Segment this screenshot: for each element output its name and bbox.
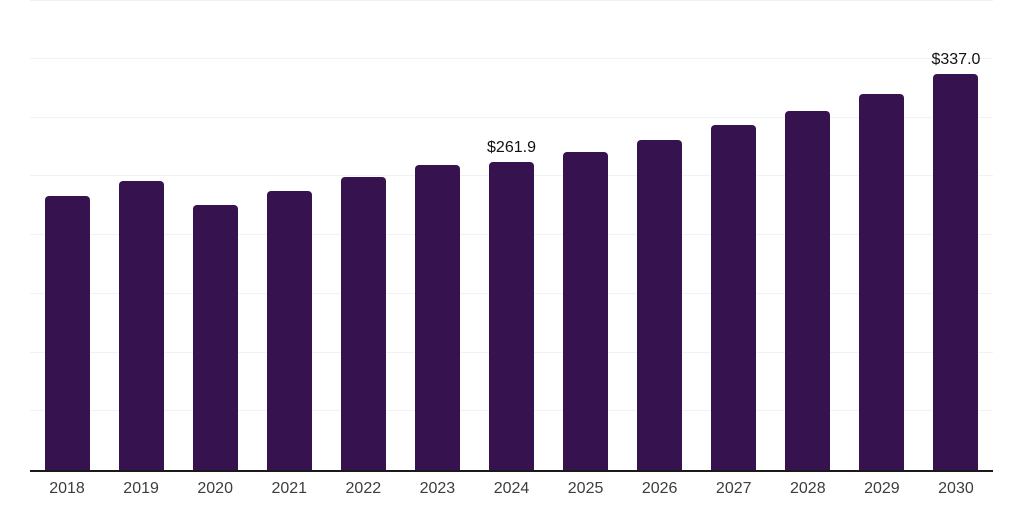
x-tick-2028: 2028 [790,480,826,497]
bar-2021 [266,190,312,470]
data-label-2030: $337.0 [931,51,981,69]
bar-2027 [711,124,757,470]
x-tick-2027: 2027 [715,480,752,497]
x-tick-2018: 2018 [49,480,85,497]
bar-2020 [192,204,238,470]
gridline [30,116,993,118]
bar-2022 [340,177,386,470]
x-tick-2023: 2023 [419,480,456,497]
data-label-2024: $261.9 [487,139,536,157]
bar-2029 [859,93,905,470]
x-tick-2024: 2024 [493,480,530,497]
plot-area: $261.9 $337.0 [30,0,993,472]
x-axis-labels: 2018 2019 2020 2021 2022 2023 2024 2025 2026 2027… [0,479,1024,503]
bar-2019 [118,181,164,470]
x-tick-2026: 2026 [641,480,678,497]
bar-2030 [933,74,979,470]
x-tick-2020: 2020 [197,480,233,497]
bar-2026 [637,139,683,470]
x-axis-line [30,470,993,472]
gridline [30,0,993,1]
x-tick-2029: 2029 [864,480,900,497]
gridline [30,57,993,59]
bar-2023 [414,164,460,470]
bar-2025 [563,151,609,470]
x-tick-2022: 2022 [345,480,382,497]
bar-2024 [489,162,534,470]
x-tick-2030: 2030 [938,480,974,497]
x-tick-2019: 2019 [123,480,159,497]
x-tick-2025: 2025 [567,480,604,497]
x-tick-2021: 2021 [271,480,308,497]
bar-2018 [44,195,90,470]
bar-2028 [785,110,831,470]
